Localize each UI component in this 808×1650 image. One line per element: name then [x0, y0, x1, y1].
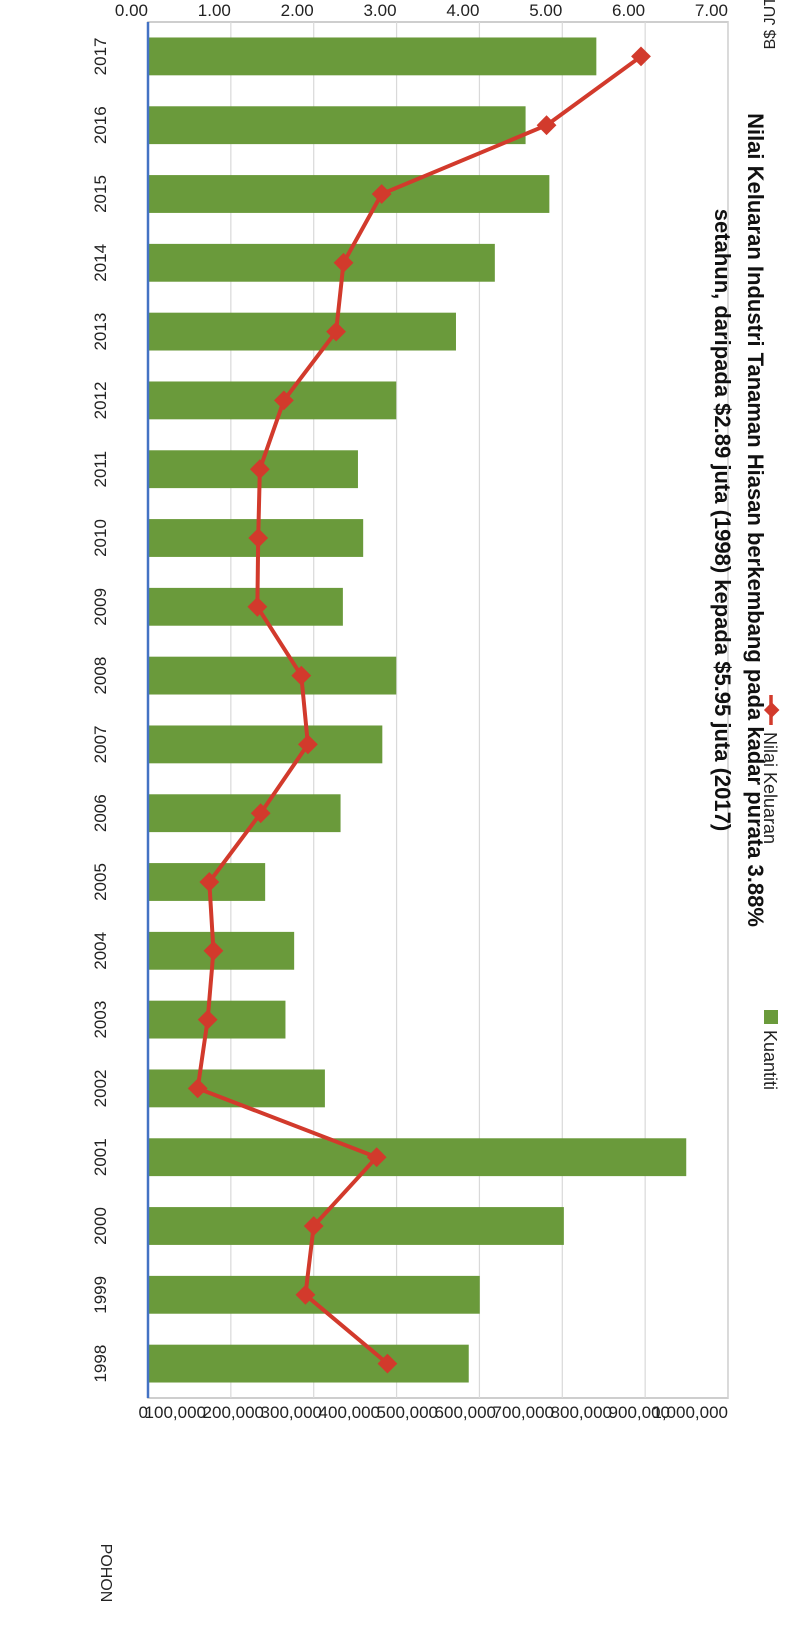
- y-tick-label: 0: [139, 1403, 148, 1422]
- y-tick-label: 900,000: [609, 1403, 670, 1422]
- chart-title-line-2: setahun, daripada $2.89 juta (1998) kepa…: [710, 209, 735, 831]
- y2-axis-title: B$ JUTA: [762, 0, 779, 49]
- y-tick-label: 200,000: [203, 1403, 264, 1422]
- bar-2013: [148, 312, 456, 351]
- point-2003: [197, 1009, 218, 1030]
- bar-series-kuantiti: [147, 37, 687, 1383]
- point-2012: [273, 390, 294, 411]
- bar-2014: [148, 243, 495, 282]
- x-tick-2016: 2016: [91, 106, 110, 144]
- point-2001: [366, 1147, 387, 1168]
- x-tick-1999: 1999: [91, 1276, 110, 1314]
- y-tick-label: 800,000: [551, 1403, 612, 1422]
- y2-tick-label: 0.00: [115, 1, 148, 20]
- bar-1998: [148, 1344, 469, 1383]
- bar-2009: [148, 587, 343, 626]
- bar-2008: [147, 656, 397, 695]
- y-tick-label: 300,000: [261, 1403, 322, 1422]
- point-2005: [199, 872, 220, 892]
- x-tick-2003: 2003: [91, 1001, 110, 1039]
- x-tick-1998: 1998: [91, 1345, 110, 1383]
- y2-tick-labels: 0.00 1.00 2.00 3.00 4.00 5.00 6.00 7.00: [115, 1, 728, 20]
- rotated-chart-group: 1998 1999 2000 2001 2002 2003 2004 2005 2006 2007…: [91, 0, 780, 1602]
- point-2010: [248, 528, 269, 548]
- bar-2015: [148, 175, 550, 213]
- y-tick-labels: 0100,000200,000300,000400,000500,000600,…: [139, 1403, 728, 1422]
- x-tick-2015: 2015: [91, 175, 110, 213]
- y2-tick-label: 6.00: [612, 1, 645, 20]
- y-axis-title: POHON: [97, 1544, 114, 1603]
- x-tick-2014: 2014: [91, 244, 110, 282]
- point-2015: [371, 184, 392, 204]
- line-path: [195, 54, 643, 1366]
- x-tick-2012: 2012: [91, 381, 110, 419]
- chart-title-line-1: Nilai Keluaran Industri Tanaman Hiasan b…: [743, 113, 768, 927]
- legend-swatch-kuantiti: [764, 1010, 778, 1024]
- x-tick-2004: 2004: [91, 932, 110, 970]
- bar-2006: [148, 794, 341, 833]
- x-tick-2006: 2006: [91, 794, 110, 832]
- x-tick-labels: 1998 1999 2000 2001 2002 2003 2004 2005 2006 2007…: [91, 37, 110, 1382]
- point-2000: [303, 1216, 324, 1236]
- legend-label-kuantiti: Kuantiti: [760, 1030, 780, 1090]
- bar-2012: [147, 381, 397, 420]
- line-series-nilai-keluaran: [187, 46, 651, 1374]
- point-2007: [298, 734, 318, 755]
- x-tick-2013: 2013: [91, 313, 110, 351]
- x-tick-2005: 2005: [91, 863, 110, 901]
- point-1998: [377, 1353, 398, 1374]
- y-tick-label: 400,000: [319, 1403, 380, 1422]
- y-tick-label: 500,000: [377, 1403, 438, 1422]
- bar-2002: [148, 1069, 325, 1108]
- legend-label-nilai-keluaran: Nilai Keluaran: [760, 732, 780, 844]
- x-tick-2008: 2008: [91, 657, 110, 695]
- bar-2007: [148, 725, 383, 764]
- bar-2017: [148, 37, 597, 76]
- x-tick-2007: 2007: [91, 725, 110, 763]
- x-tick-2010: 2010: [91, 519, 110, 557]
- x-tick-2002: 2002: [91, 1069, 110, 1107]
- point-2006: [250, 803, 271, 824]
- point-2011: [249, 459, 270, 480]
- bar-2001: [148, 1138, 687, 1177]
- plot-area-frame: [147, 21, 729, 1399]
- y2-tick-label: 1.00: [198, 1, 231, 20]
- x-tick-2000: 2000: [91, 1207, 110, 1245]
- y2-tick-label: 5.00: [529, 1, 562, 20]
- point-2013: [326, 321, 346, 342]
- bar-2000: [148, 1207, 564, 1245]
- chart-title: Nilai Keluaran Industri Tanaman Hiasan b…: [710, 113, 768, 927]
- x-tick-2001: 2001: [91, 1138, 110, 1176]
- bar-2016: [148, 106, 526, 145]
- point-1999: [295, 1284, 316, 1305]
- y2-tick-label: 4.00: [446, 1, 479, 20]
- y2-tick-label: 2.00: [281, 1, 314, 20]
- y-tick-label: 600,000: [435, 1403, 496, 1422]
- y2-tick-label: 3.00: [363, 1, 396, 20]
- x-tick-2009: 2009: [91, 588, 110, 626]
- y-tick-label: 100,000: [145, 1403, 206, 1422]
- point-2008: [291, 665, 312, 686]
- point-2002: [187, 1078, 208, 1099]
- y-tick-label: 700,000: [493, 1403, 554, 1422]
- point-2004: [203, 940, 224, 961]
- x-tick-2017: 2017: [91, 37, 110, 75]
- y-tick-label: 1,000,000: [652, 1403, 728, 1422]
- y2-tick-label: 7.00: [695, 1, 728, 20]
- point-2009: [247, 596, 268, 617]
- x-tick-2011: 2011: [91, 451, 110, 488]
